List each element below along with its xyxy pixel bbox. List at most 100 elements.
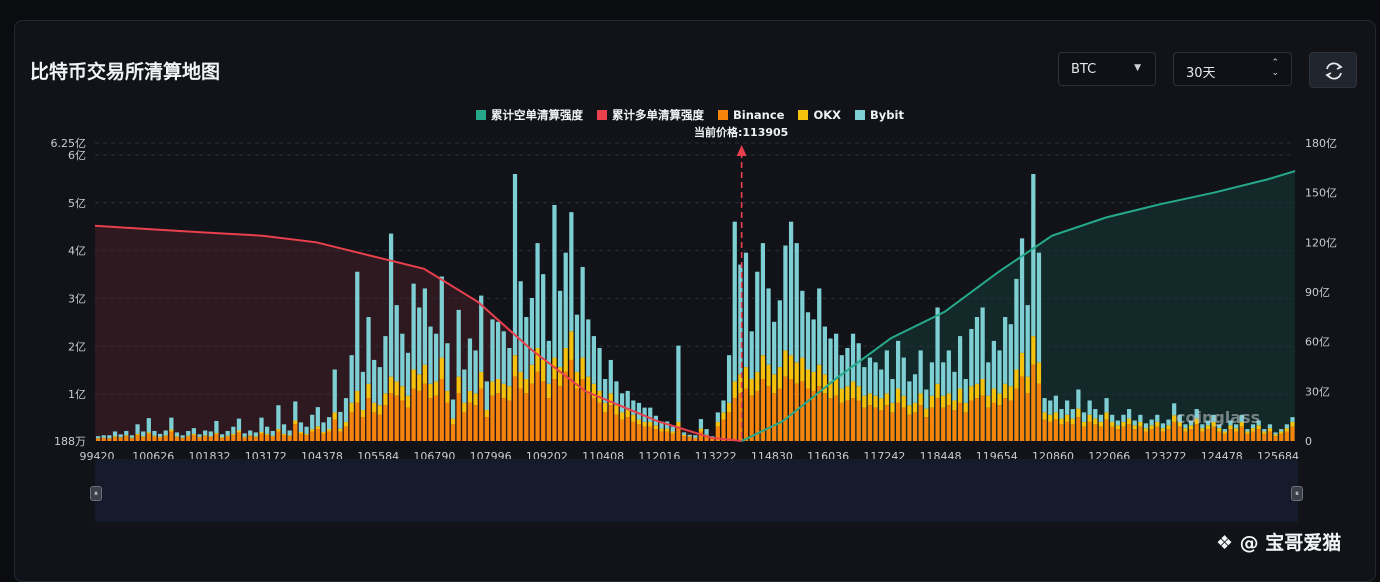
bar-okx bbox=[1155, 422, 1159, 427]
bar-bybit bbox=[772, 322, 776, 374]
bar-bybit bbox=[1009, 324, 1013, 386]
bar-bybit bbox=[733, 222, 737, 382]
bar-okx bbox=[141, 436, 145, 437]
bar-binance bbox=[1093, 424, 1097, 441]
bar-binance bbox=[288, 436, 292, 441]
bar-okx bbox=[811, 372, 815, 391]
bar-okx bbox=[1150, 425, 1154, 429]
bar-binance bbox=[282, 435, 286, 441]
bar-binance bbox=[1189, 429, 1193, 441]
bar-bybit bbox=[248, 431, 252, 436]
bar-bybit bbox=[1088, 400, 1092, 414]
bar-okx bbox=[1088, 415, 1092, 422]
bar-okx bbox=[913, 403, 917, 413]
bar-bybit bbox=[620, 393, 624, 412]
bar-bybit bbox=[237, 419, 241, 431]
bar-okx bbox=[1014, 369, 1018, 388]
bar-bybit bbox=[417, 307, 421, 374]
bar-okx bbox=[986, 396, 990, 408]
y-right-tick-label: 180亿 bbox=[1305, 137, 1337, 150]
range-slider-left-handle[interactable]: ⏸ bbox=[90, 486, 102, 501]
bar-binance bbox=[1211, 427, 1215, 441]
bar-binance bbox=[423, 384, 427, 441]
bar-binance bbox=[1155, 427, 1159, 441]
bar-okx bbox=[1116, 425, 1120, 429]
bar-okx bbox=[468, 391, 472, 403]
bar-bybit bbox=[519, 281, 523, 372]
bar-okx bbox=[1020, 353, 1024, 377]
bar-bybit bbox=[609, 360, 613, 393]
bar-bybit bbox=[524, 317, 528, 379]
bar-bybit bbox=[727, 355, 731, 403]
bar-binance bbox=[147, 434, 151, 441]
bar-binance bbox=[1110, 427, 1114, 441]
bar-okx bbox=[1059, 419, 1063, 425]
bar-okx bbox=[564, 348, 568, 372]
bar-okx bbox=[535, 348, 539, 372]
bar-binance bbox=[344, 427, 348, 441]
bar-bybit bbox=[873, 362, 877, 395]
bar-bybit bbox=[383, 336, 387, 393]
bar-binance bbox=[496, 393, 500, 441]
bar-okx bbox=[851, 381, 855, 398]
bar-bybit bbox=[811, 319, 815, 371]
bar-binance bbox=[265, 435, 269, 441]
bar-binance bbox=[693, 439, 697, 441]
range-slider-right-handle[interactable]: ⏸ bbox=[1291, 486, 1303, 501]
bar-okx bbox=[434, 381, 438, 395]
bar-binance bbox=[845, 400, 849, 441]
bar-bybit bbox=[107, 435, 111, 438]
bar-okx bbox=[366, 384, 370, 398]
bar-bybit bbox=[214, 421, 218, 433]
bar-okx bbox=[220, 437, 224, 438]
bar-binance bbox=[169, 431, 173, 441]
bar-bybit bbox=[1161, 423, 1165, 428]
bar-bybit bbox=[130, 435, 134, 437]
bar-bybit bbox=[406, 353, 410, 396]
bar-bybit bbox=[350, 355, 354, 403]
bar-binance bbox=[350, 412, 354, 441]
bar-okx bbox=[952, 400, 956, 410]
bar-okx bbox=[383, 393, 387, 405]
bar-binance bbox=[890, 412, 894, 441]
bar-okx bbox=[248, 435, 252, 436]
range-slider-track[interactable] bbox=[95, 459, 1298, 522]
bar-okx bbox=[310, 429, 314, 431]
bar-bybit bbox=[795, 243, 799, 362]
bar-binance bbox=[1290, 427, 1294, 441]
bar-okx bbox=[231, 434, 235, 435]
bar-okx bbox=[935, 384, 939, 398]
bar-okx bbox=[1290, 422, 1294, 427]
bar-okx bbox=[733, 381, 737, 398]
bar-bybit bbox=[445, 343, 449, 391]
y-right-tick-label: 30亿 bbox=[1305, 385, 1330, 398]
bar-bybit bbox=[800, 291, 804, 358]
bar-okx bbox=[304, 434, 308, 435]
bar-okx bbox=[1127, 419, 1131, 425]
bar-okx bbox=[969, 386, 973, 400]
bar-okx bbox=[1133, 425, 1137, 429]
bar-okx bbox=[1262, 431, 1266, 433]
bar-bybit bbox=[1037, 253, 1041, 363]
bar-binance bbox=[406, 408, 410, 441]
author-credit-text: @ 宝哥爱猫 bbox=[1240, 532, 1342, 554]
bar-binance bbox=[631, 422, 635, 441]
y-left-tick-label: 5亿 bbox=[68, 197, 86, 210]
bar-binance bbox=[851, 398, 855, 441]
bar-binance bbox=[434, 396, 438, 441]
bar-binance bbox=[1076, 417, 1080, 441]
bar-okx bbox=[778, 367, 782, 388]
bar-okx bbox=[671, 431, 675, 433]
bar-okx bbox=[1009, 386, 1013, 400]
bar-okx bbox=[1285, 428, 1289, 431]
bar-okx bbox=[423, 365, 427, 384]
y-left-tick-label: 188万 bbox=[54, 435, 86, 448]
bar-bybit bbox=[558, 291, 562, 367]
bar-bybit bbox=[473, 350, 477, 393]
bar-binance bbox=[186, 437, 190, 441]
bar-bybit bbox=[102, 435, 106, 437]
bar-bybit bbox=[761, 243, 765, 355]
bar-binance bbox=[152, 437, 156, 441]
bar-bybit bbox=[1133, 420, 1137, 425]
bar-binance bbox=[834, 396, 838, 441]
